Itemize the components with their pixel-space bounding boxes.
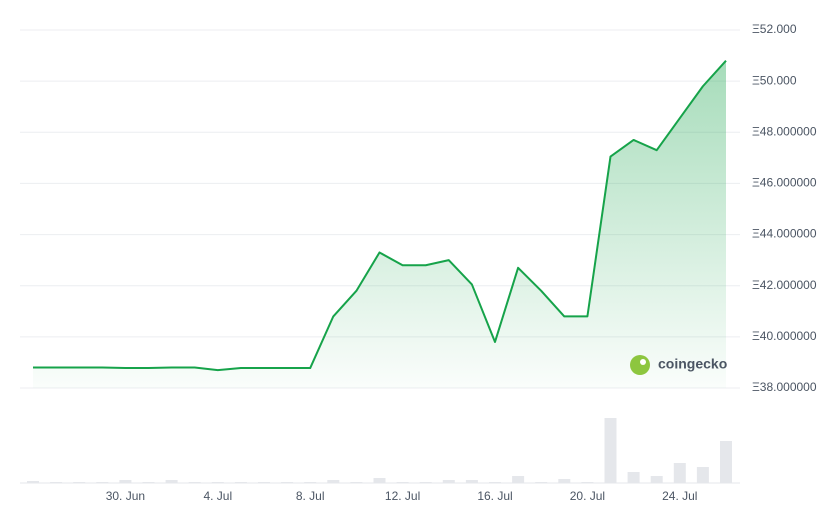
y-tick-label: Ξ38.000000 [752, 380, 817, 394]
volume-bar [604, 418, 617, 483]
y-tick-label: Ξ48.000000 [752, 124, 817, 138]
volume-bar [581, 482, 594, 483]
volume-bar [50, 482, 63, 483]
x-tick-label: 4. Jul [203, 489, 232, 503]
volume-bar [258, 482, 270, 483]
y-tick-label: Ξ42.000000 [752, 278, 817, 292]
y-tick-label: Ξ46.000000 [752, 176, 817, 190]
watermark-eye [640, 359, 646, 365]
volume-bar [142, 482, 155, 483]
volume-bar [27, 481, 39, 483]
volume-bar [489, 482, 501, 483]
volume-bar [720, 441, 732, 483]
x-tick-label: 8. Jul [296, 489, 325, 503]
volume-bar [234, 482, 247, 483]
y-tick-label: Ξ52.000 [752, 22, 797, 36]
volume-bar [350, 482, 363, 483]
volume-bar [281, 482, 294, 483]
y-tick-label: Ξ50.000 [752, 73, 797, 87]
volume-bar [535, 482, 548, 483]
volume-bar [673, 463, 686, 483]
volume-bar [96, 482, 109, 483]
volume-bar [696, 467, 709, 483]
volume-bar [650, 476, 663, 483]
volume-bar [465, 480, 478, 483]
x-tick-label: 12. Jul [385, 489, 420, 503]
volume-bar [73, 482, 86, 483]
y-tick-label: Ξ44.000000 [752, 227, 817, 241]
x-tick-label: 30. Jun [106, 489, 145, 503]
volume-bar [119, 480, 132, 483]
volume-bar [165, 480, 178, 483]
x-tick-label: 16. Jul [477, 489, 512, 503]
volume-bar [512, 476, 525, 483]
y-tick-label: Ξ40.000000 [752, 329, 817, 343]
x-tick-label: 20. Jul [570, 489, 605, 503]
price-line [33, 60, 727, 372]
price-area [33, 60, 726, 388]
watermark-text: coingecko [658, 356, 727, 372]
volume-bar [442, 480, 455, 483]
volume-bar [419, 482, 432, 483]
volume-bar [373, 478, 386, 483]
volume-bar [627, 472, 640, 483]
x-tick-label: 24. Jul [662, 489, 697, 503]
volume-bar [327, 480, 340, 483]
volume-bar [396, 482, 409, 483]
volume-bar [188, 482, 201, 483]
volume-bar [558, 479, 571, 483]
watermark: coingecko [630, 355, 727, 375]
volume-bar [304, 482, 317, 483]
watermark-icon [630, 355, 650, 375]
volume-bar [211, 482, 224, 483]
